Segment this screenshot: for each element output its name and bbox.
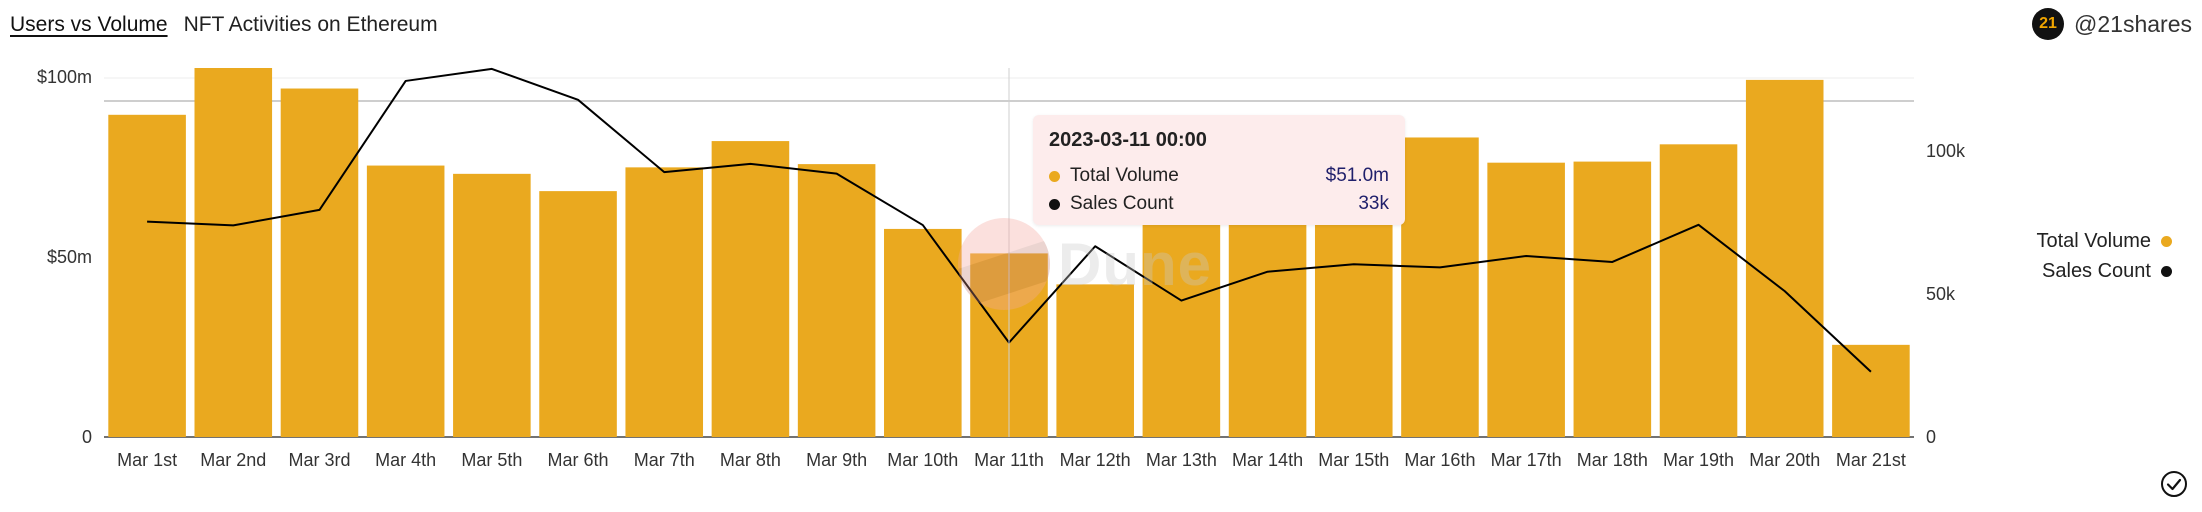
bar-mar-6th: [539, 191, 617, 437]
x-tick-label: Mar 13th: [1146, 450, 1217, 470]
legend-dot-total-volume: [2161, 235, 2172, 247]
x-tick-label: Mar 19th: [1663, 450, 1734, 470]
brand-logo-icon: 21: [2032, 8, 2065, 40]
x-tick-label: Mar 2nd: [200, 450, 266, 470]
x-tick-label: Mar 3rd: [288, 450, 350, 470]
bar-mar-13th: [1142, 219, 1221, 437]
check-circle-icon[interactable]: [2160, 470, 2188, 498]
y-right-tick-label: 100k: [1926, 141, 1966, 161]
bar-mar-12th: [1056, 284, 1134, 437]
tooltip-value: $51.0m: [1325, 165, 1389, 186]
bar-mar-18th: [1573, 161, 1652, 437]
watermark-text: Dune: [1058, 230, 1212, 298]
tooltip-row-sales-count: Sales Count 33k: [1049, 190, 1389, 218]
chart-subtitle: NFT Activities on Ethereum: [183, 13, 438, 36]
legend-label: Total Volume: [2036, 229, 2151, 252]
bar-mar-8th: [711, 141, 790, 437]
bar-mar-16th: [1401, 137, 1479, 438]
bars: [108, 68, 1910, 438]
tooltip-dot-sales-count: [1049, 198, 1060, 210]
x-tick-label: Mar 21st: [1836, 450, 1906, 470]
bar-mar-15th: [1314, 212, 1393, 437]
y-right-tick-label: 0: [1926, 427, 1936, 447]
dune-logo-icon: [958, 218, 1050, 310]
tooltip-value: 33k: [1358, 193, 1389, 214]
y-left-tick-label: $50m: [47, 247, 92, 267]
x-tick-label: Mar 9th: [806, 450, 867, 470]
bar-mar-9th: [797, 164, 876, 437]
bar-mar-14th: [1228, 217, 1307, 437]
x-tick-label: Mar 17th: [1491, 450, 1562, 470]
bar-mar-2nd: [194, 68, 273, 437]
y-left-tick-label: $100m: [37, 67, 92, 87]
legend-item-total-volume[interactable]: Total Volume: [2036, 226, 2172, 256]
x-tick-label: Mar 8th: [720, 450, 781, 470]
dune-watermark: Dune: [958, 218, 1212, 310]
x-tick-label: Mar 12th: [1060, 450, 1131, 470]
x-tick-label: Mar 18th: [1577, 450, 1648, 470]
bar-mar-21st: [1832, 344, 1910, 437]
x-tick-labels: Mar 1st Mar 2nd Mar 3rd Mar 4th Mar 5th Mar 6…: [117, 450, 1906, 470]
bar-mar-1st: [108, 114, 186, 438]
chart-tooltip: 2023-03-11 00:00 Total Volume $51.0m Sal…: [1033, 115, 1405, 225]
tooltip-label: Total Volume: [1070, 165, 1179, 186]
tab-users-vs-volume[interactable]: Users vs Volume: [10, 13, 168, 36]
tooltip-label: Sales Count: [1070, 193, 1174, 214]
bar-mar-17th: [1487, 162, 1565, 437]
y-right-tick-labels: 0 50k 100k: [1926, 141, 1966, 447]
bar-mar-5th: [453, 173, 531, 437]
chart-legend: Total Volume Sales Count: [2036, 226, 2172, 286]
legend-label: Sales Count: [2042, 259, 2151, 282]
x-tick-label: Mar 11th: [974, 450, 1044, 470]
bar-mar-19th: [1659, 144, 1738, 437]
bar-mar-4th: [366, 165, 445, 437]
x-tick-label: Mar 15th: [1318, 450, 1389, 470]
chart-header: Users vs Volume NFT Activities on Ethere…: [10, 10, 438, 40]
x-tick-label: Mar 10th: [887, 450, 958, 470]
brand: 21 @21shares: [2032, 8, 2192, 40]
legend-dot-sales-count: [2161, 265, 2172, 277]
tooltip-dot-total-volume: [1049, 170, 1060, 182]
y-left-tick-label: 0: [82, 427, 92, 447]
x-tick-label: Mar 7th: [634, 450, 695, 470]
bar-mar-3rd: [280, 88, 359, 438]
bar-mar-7th: [625, 167, 704, 438]
x-tick-label: Mar 4th: [375, 450, 436, 470]
tooltip-title: 2023-03-11 00:00: [1049, 129, 1207, 151]
brand-handle[interactable]: @21shares: [2074, 10, 2192, 37]
x-tick-label: Mar 16th: [1404, 450, 1475, 470]
tooltip-row-total-volume: Total Volume $51.0m: [1049, 162, 1389, 190]
bar-mar-10th: [884, 228, 962, 437]
x-tick-label: Mar 5th: [461, 450, 522, 470]
x-tick-label: Mar 6th: [548, 450, 609, 470]
x-tick-label: Mar 1st: [117, 450, 177, 470]
legend-item-sales-count[interactable]: Sales Count: [2036, 256, 2172, 286]
x-tick-label: Mar 20th: [1749, 450, 1820, 470]
y-right-tick-label: 50k: [1926, 284, 1956, 304]
y-left-tick-labels: 0 $50m $100m: [37, 67, 92, 447]
x-tick-label: Mar 14th: [1232, 450, 1303, 470]
bar-mar-20th: [1745, 79, 1824, 437]
